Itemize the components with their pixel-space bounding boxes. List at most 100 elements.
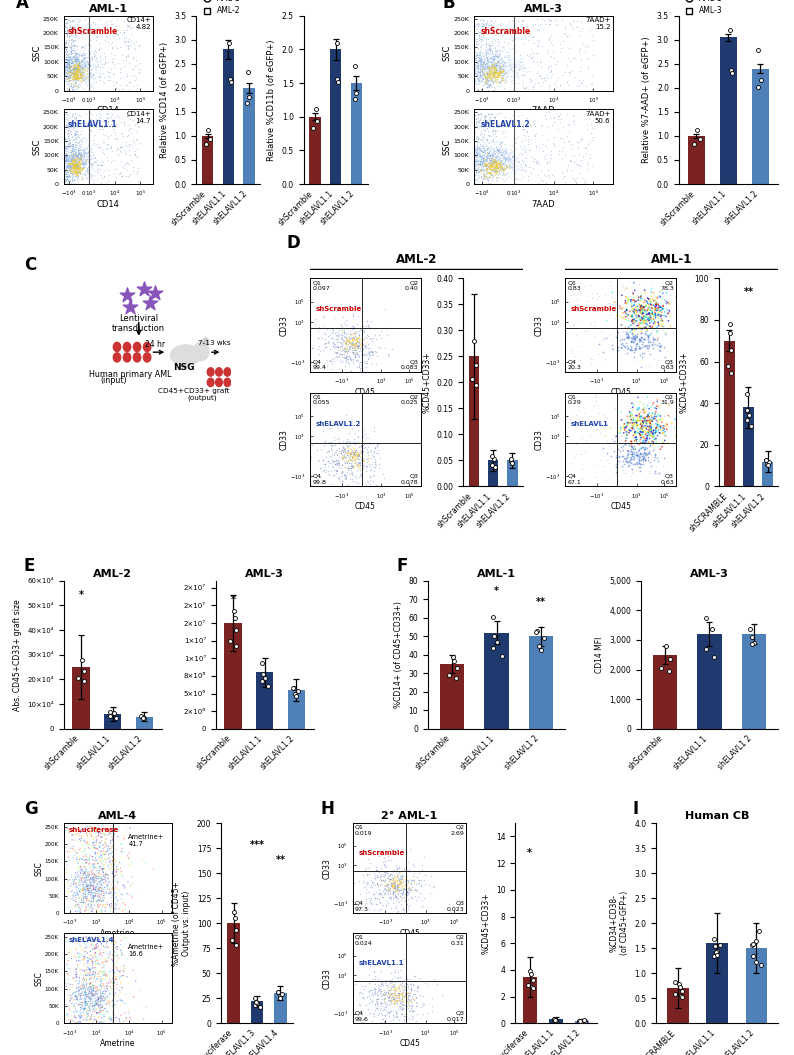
Point [458, 28, 471, 45]
Point [357, 330, 369, 347]
Point [85, 167, 98, 184]
Point [494, 61, 507, 78]
Point [389, 987, 402, 1004]
Point [67, 32, 79, 49]
Point [67, 159, 79, 176]
Point [459, 71, 472, 88]
Point [340, 334, 353, 351]
Point [106, 142, 118, 159]
Point [506, 154, 518, 171]
Point [643, 414, 656, 430]
Point [78, 141, 91, 158]
Point [90, 833, 102, 850]
Point [469, 71, 482, 88]
Point [66, 58, 79, 75]
Point [49, 982, 62, 999]
Point [378, 1001, 391, 1018]
Point [340, 316, 353, 333]
Point [496, 153, 509, 170]
Point [53, 145, 66, 161]
Point [517, 140, 530, 157]
Point [484, 50, 497, 66]
Point [476, 151, 489, 168]
Point [484, 141, 497, 158]
Point [77, 44, 90, 61]
Point [655, 318, 668, 334]
Point [642, 448, 654, 465]
Point [100, 975, 113, 992]
Point [653, 424, 666, 441]
Point [81, 881, 94, 898]
Point [69, 987, 82, 1004]
Point [495, 61, 507, 78]
Point [638, 309, 650, 326]
Point [56, 124, 68, 141]
Point [59, 164, 71, 180]
Point [87, 1001, 99, 1018]
Point [58, 150, 71, 167]
Point [115, 979, 128, 996]
Point [486, 156, 499, 173]
Point [418, 871, 430, 888]
Point [396, 989, 409, 1005]
Point [465, 77, 478, 94]
Point [344, 337, 357, 353]
Point [330, 463, 343, 480]
Point [357, 323, 369, 340]
Point [56, 147, 68, 164]
Point [610, 428, 622, 445]
Point [387, 1012, 399, 1029]
Point [453, 145, 465, 161]
Point [111, 861, 124, 878]
Point [387, 991, 399, 1008]
Point [394, 869, 407, 886]
Point [51, 151, 64, 168]
Point [406, 890, 418, 907]
Point [71, 11, 84, 27]
Point [488, 66, 500, 83]
Point [94, 843, 107, 860]
Point [625, 436, 638, 453]
Point [102, 820, 114, 837]
Point [521, 976, 534, 993]
Point [538, 70, 550, 87]
Point [93, 40, 106, 57]
Point [97, 858, 110, 875]
Point [87, 858, 99, 875]
Point [68, 164, 81, 180]
Point [95, 861, 108, 878]
Point [473, 12, 486, 28]
Point [59, 157, 71, 174]
Point [488, 164, 501, 180]
Point [475, 137, 488, 154]
Point [345, 329, 357, 346]
Point [60, 51, 73, 68]
Point [87, 874, 99, 890]
Point [502, 153, 515, 170]
Point [95, 998, 108, 1015]
Point [458, 57, 471, 74]
Point [60, 956, 73, 973]
Point [588, 318, 600, 334]
Point [495, 157, 507, 174]
Point [83, 874, 96, 890]
Point [73, 871, 86, 888]
Point [628, 448, 641, 465]
Point [69, 164, 82, 180]
Point [507, 73, 520, 90]
Point [494, 145, 507, 161]
Point [60, 53, 72, 70]
Point [70, 965, 83, 982]
Point [497, 58, 510, 75]
Point [470, 153, 483, 170]
Point [454, 60, 467, 77]
Point [468, 142, 481, 159]
Point [347, 330, 360, 347]
Point [83, 978, 95, 995]
Point [403, 987, 416, 1004]
Point [469, 172, 482, 189]
Point [397, 999, 410, 1016]
Point [508, 157, 521, 174]
Point [74, 66, 87, 83]
Point [51, 62, 64, 79]
